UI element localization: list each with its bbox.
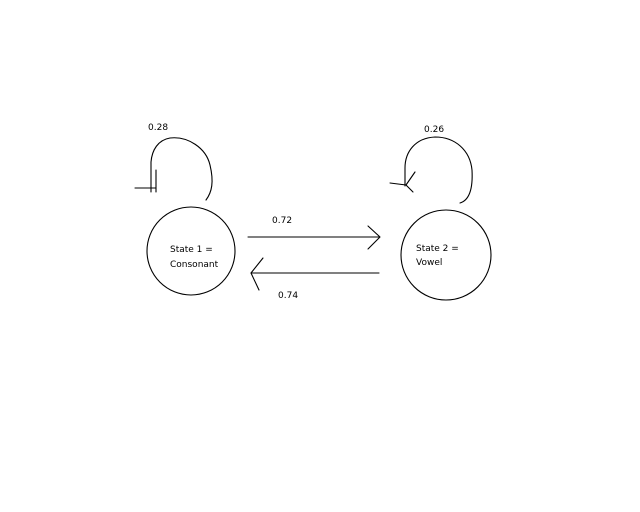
transition-1-to-2-probability: 0.72 — [272, 216, 292, 226]
state-1-label-line-2: Consonant — [170, 260, 219, 270]
arrow-state-2-to-state-1 — [250, 257, 380, 291]
self-loop-state-1-probability: 0.28 — [148, 123, 168, 133]
arrow-2-to-1-head — [250, 257, 264, 291]
self-loop-state-2-arrowhead — [389, 171, 416, 193]
state-1-label-line-1: State 1 = — [170, 245, 213, 255]
self-loop-state-1-arrowhead — [134, 169, 157, 193]
self-loop-state-2 — [389, 136, 473, 204]
self-loop-state-1 — [134, 137, 213, 201]
state-2-circle — [400, 209, 492, 301]
transition-2-to-1-probability: 0.74 — [278, 291, 298, 301]
self-loop-state-2-curve — [404, 136, 473, 204]
arrow-state-1-to-state-2 — [247, 225, 381, 250]
state-1-circle — [146, 206, 236, 296]
self-loop-state-2-probability: 0.26 — [424, 125, 444, 135]
self-loop-state-1-curve — [150, 137, 213, 201]
state-2-label-line-1: State 2 = — [416, 244, 459, 254]
state-2-label-line-2: Vowel — [416, 258, 442, 268]
arrow-1-to-2-head — [367, 225, 381, 250]
